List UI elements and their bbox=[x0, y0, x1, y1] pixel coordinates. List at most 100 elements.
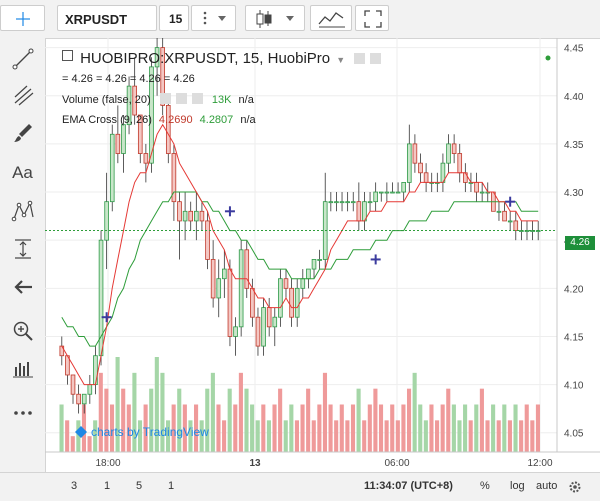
symbol-title: HUOBIPRO:XRPUSDT, 15, HuobiPro bbox=[80, 50, 331, 67]
candle-body bbox=[165, 104, 171, 154]
gear-icon[interactable] bbox=[370, 53, 382, 64]
trend-line-tool[interactable] bbox=[0, 42, 45, 76]
candle-body bbox=[255, 316, 261, 347]
volume-bar bbox=[182, 404, 187, 452]
eye-icon[interactable] bbox=[354, 53, 366, 64]
log-toggle[interactable]: log bbox=[510, 480, 525, 492]
price-chart[interactable]: 4.454.404.354.304.254.204.154.104.05 18:… bbox=[45, 38, 600, 472]
pattern-tool[interactable] bbox=[0, 194, 45, 228]
candle-body bbox=[496, 210, 502, 213]
zoom-in-tool[interactable] bbox=[0, 314, 45, 348]
candle-body bbox=[317, 259, 322, 261]
gear-icon[interactable] bbox=[568, 480, 582, 494]
candle-body bbox=[160, 47, 165, 106]
last-price-label: 4.26 bbox=[565, 236, 595, 250]
volume-bar bbox=[524, 404, 529, 452]
chart-type-button[interactable] bbox=[245, 5, 305, 31]
pitchfork-icon bbox=[14, 85, 33, 106]
volume-bar bbox=[272, 404, 277, 452]
eye-icon[interactable] bbox=[159, 93, 171, 104]
volume-bar bbox=[406, 388, 412, 452]
crosshair-tool-button[interactable] bbox=[0, 5, 45, 31]
fullscreen-button[interactable] bbox=[355, 5, 389, 31]
tradingview-logo-icon bbox=[75, 426, 87, 438]
vertical-dots-icon bbox=[203, 11, 226, 25]
volume-bar bbox=[306, 388, 311, 452]
long-position-icon bbox=[12, 362, 33, 378]
ema-na: n/a bbox=[240, 114, 256, 126]
gear-icon[interactable] bbox=[175, 93, 187, 104]
volume-bar bbox=[205, 388, 210, 452]
indicators-button[interactable] bbox=[310, 5, 352, 31]
range-button-3[interactable]: 3 bbox=[71, 480, 78, 492]
volume-bar bbox=[401, 404, 406, 452]
price-tick-label: 4.10 bbox=[564, 381, 584, 392]
fullscreen-icon bbox=[364, 10, 382, 28]
candle-body bbox=[177, 201, 182, 222]
volume-bar bbox=[322, 372, 328, 452]
chevron-down-icon[interactable]: ▼ bbox=[336, 55, 346, 65]
pattern-icon bbox=[11, 200, 34, 222]
volume-bar bbox=[350, 404, 356, 452]
remove-drawings-tool[interactable] bbox=[0, 270, 45, 304]
text-tool[interactable]: Aa bbox=[0, 156, 45, 190]
top-toolbar: XRPUSDT 15 bbox=[0, 0, 600, 39]
auto-toggle[interactable]: auto bbox=[536, 480, 558, 492]
volume-bar bbox=[446, 388, 451, 452]
volume-bar bbox=[222, 420, 227, 452]
more-tools-button[interactable] bbox=[0, 396, 45, 430]
volume-bar bbox=[429, 404, 434, 452]
candle-body bbox=[109, 133, 115, 203]
candle-body bbox=[373, 191, 378, 203]
ema-cross-markers bbox=[101, 196, 516, 323]
brush-tool[interactable] bbox=[0, 116, 45, 150]
svg-text:charts by TradingView: charts by TradingView bbox=[91, 425, 209, 439]
candle-body bbox=[418, 162, 423, 174]
volume-bar bbox=[479, 388, 484, 452]
time-axis[interactable]: 18:00 13 06:00 12:00 bbox=[95, 458, 552, 469]
bottom-toolbar: 3 1 5 1 11:34:07 (UTC+8) % log auto bbox=[0, 472, 600, 501]
range-button-5[interactable]: 5 bbox=[136, 480, 143, 492]
candle-body bbox=[474, 182, 479, 193]
price-tick-label: 4.15 bbox=[564, 332, 584, 343]
measure-icon bbox=[14, 239, 31, 259]
volume-bar bbox=[491, 404, 496, 452]
close-icon[interactable] bbox=[191, 93, 203, 104]
volume-bar bbox=[535, 404, 540, 452]
volume-bar bbox=[423, 420, 428, 452]
candle-body bbox=[367, 201, 373, 204]
volume-bar bbox=[171, 404, 176, 452]
ema-legend: EMA Cross (9, 26) 4.2690 4.2807 n/a bbox=[62, 114, 256, 126]
volume-bar bbox=[126, 404, 131, 452]
ohlc-values: = 4.26 = 4.26 = 4.26 = 4.26 bbox=[62, 73, 195, 85]
candle-body bbox=[406, 143, 412, 183]
range-button-1[interactable]: 1 bbox=[104, 480, 111, 492]
candle-body bbox=[227, 268, 233, 337]
measure-tool[interactable] bbox=[0, 232, 45, 266]
candle-body bbox=[233, 326, 238, 337]
candle-body bbox=[502, 210, 507, 222]
volume-bar bbox=[76, 420, 81, 452]
volume-bar bbox=[109, 404, 115, 452]
volume-bar bbox=[93, 420, 98, 452]
volume-bar bbox=[457, 420, 462, 452]
candle-body bbox=[182, 210, 188, 222]
long-position-tool[interactable] bbox=[0, 352, 45, 386]
interval-menu-button[interactable] bbox=[191, 5, 236, 31]
volume-bar bbox=[496, 420, 501, 452]
range-button-1-alt[interactable]: 1 bbox=[168, 480, 175, 492]
volume-bar bbox=[233, 404, 238, 452]
percent-toggle[interactable]: % bbox=[480, 480, 490, 492]
collapse-legend-icon[interactable] bbox=[62, 50, 73, 61]
trend-line-icon bbox=[12, 48, 33, 70]
candle-body bbox=[188, 210, 194, 222]
zoom-in-icon bbox=[13, 321, 33, 341]
volume-na: n/a bbox=[238, 94, 254, 106]
pitchfork-tool[interactable] bbox=[0, 78, 45, 112]
tradingview-watermark: charts by TradingView bbox=[75, 425, 209, 439]
volume-bar bbox=[177, 388, 182, 452]
symbol-search-input[interactable]: XRPUSDT bbox=[57, 5, 157, 31]
candle-body bbox=[266, 307, 272, 328]
interval-button[interactable]: 15 bbox=[159, 5, 189, 31]
volume-bar bbox=[194, 404, 199, 452]
